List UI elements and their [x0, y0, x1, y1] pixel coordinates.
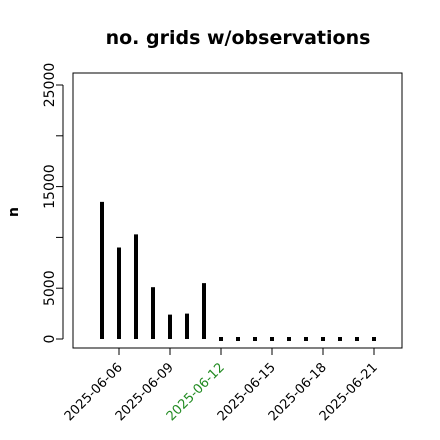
y-tick-label: 25000 [42, 63, 58, 108]
bar [372, 337, 376, 341]
bar [321, 337, 325, 341]
bar [338, 337, 342, 341]
y-axis-label: n [6, 207, 22, 217]
bar [355, 337, 359, 341]
plot-frame [72, 72, 403, 349]
y-tick-label: 5000 [42, 270, 58, 306]
bar [236, 337, 240, 341]
chart-title: no. grids w/observations [106, 27, 371, 49]
bar [304, 337, 308, 341]
bar [253, 337, 257, 341]
bar [219, 337, 223, 341]
bar [287, 337, 291, 341]
y-axis: 0 5000 15000 25000 [42, 63, 64, 344]
bar [270, 337, 274, 341]
y-tick-label: 0 [42, 335, 58, 344]
y-tick-label: 15000 [42, 164, 58, 209]
x-axis: 2025-06-062025-06-092025-06-122025-06-15… [62, 347, 381, 424]
bars [100, 201, 376, 341]
